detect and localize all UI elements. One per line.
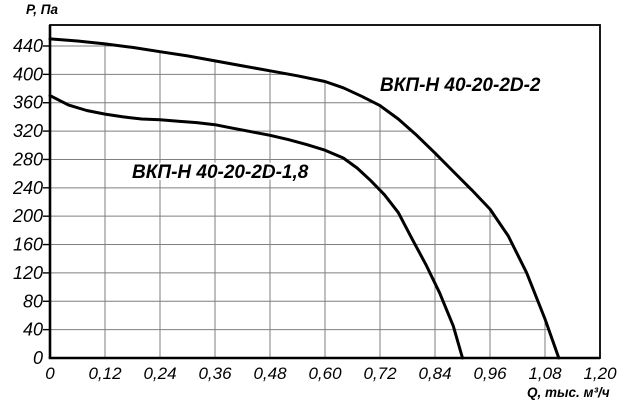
x-axis-label: Q, тыс. м³/ч: [527, 385, 610, 400]
axes: [48, 25, 600, 360]
svg-text:0,60: 0,60: [308, 364, 342, 383]
svg-text:160: 160: [13, 235, 43, 255]
curve-vkp-n-40-20-2d-1-8: [48, 94, 464, 360]
svg-text:0,96: 0,96: [473, 364, 507, 383]
svg-text:0: 0: [45, 364, 55, 383]
curve-vkp-n-40-20-2d-2: [48, 37, 561, 360]
svg-text:0,24: 0,24: [143, 364, 176, 383]
svg-text:1,20: 1,20: [583, 364, 617, 383]
svg-text:0: 0: [33, 348, 43, 368]
y-tick-labels: 0 40 80 120 160 200 240 280 320 360 400 440: [12, 36, 43, 368]
svg-text:0,12: 0,12: [88, 364, 122, 383]
svg-text:320: 320: [13, 121, 43, 141]
svg-text:0,72: 0,72: [363, 364, 397, 383]
svg-text:360: 360: [13, 93, 43, 113]
svg-text:440: 440: [13, 36, 43, 56]
curve-label-vkp-n-40-20-2d-1-8: ВКП-Н 40-20-2D-1,8: [132, 162, 309, 183]
svg-text:40: 40: [23, 320, 43, 340]
svg-text:200: 200: [12, 206, 43, 226]
svg-text:280: 280: [12, 149, 43, 169]
svg-text:0,48: 0,48: [253, 364, 287, 383]
svg-text:120: 120: [13, 263, 43, 283]
svg-text:0,84: 0,84: [418, 364, 451, 383]
curve-label-vkp-n-40-20-2d-2: ВКП-Н 40-20-2D-2: [380, 75, 541, 96]
svg-text:240: 240: [12, 178, 43, 198]
svg-text:1,08: 1,08: [528, 364, 562, 383]
svg-text:400: 400: [13, 64, 43, 84]
svg-text:0,36: 0,36: [198, 364, 232, 383]
y-axis-label: P, Па: [26, 2, 58, 17]
x-tick-labels: 0 0,12 0,24 0,36 0,48 0,60 0,72 0,84 0,96 1,08 1,2…: [45, 364, 617, 383]
svg-text:80: 80: [23, 291, 43, 311]
